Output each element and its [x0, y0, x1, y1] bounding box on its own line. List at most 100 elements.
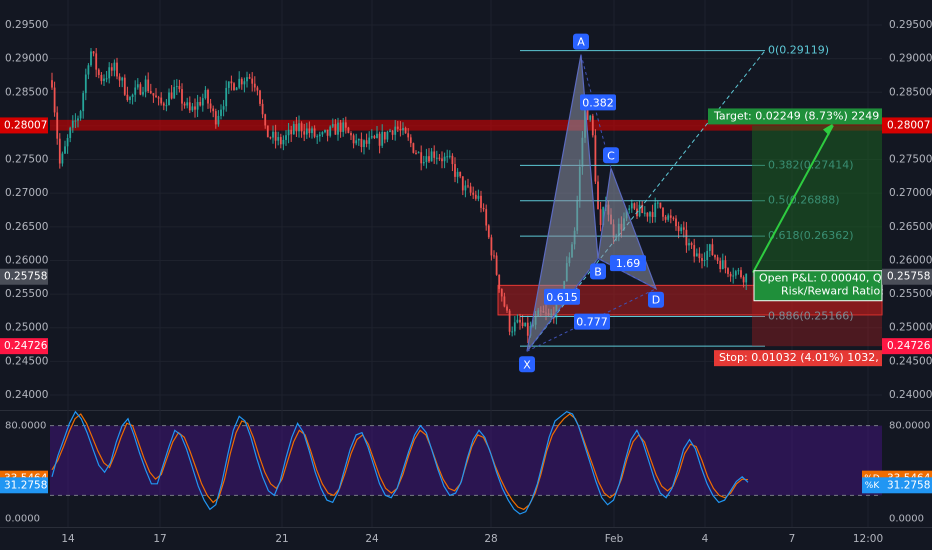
candle-body	[441, 158, 443, 162]
candle-body	[240, 78, 243, 85]
candle-body	[235, 87, 238, 91]
stop-label: Stop: 0.01032 (4.01%) 1032,	[719, 351, 879, 364]
candle-body	[594, 135, 597, 182]
candle-body	[503, 296, 506, 307]
long-position-tool[interactable]: Target: 0.02249 (8.73%) 2249 Open P&L: 0.…	[708, 108, 884, 367]
candle-body	[160, 97, 163, 104]
candle-body	[51, 80, 53, 88]
price-tick-right: 0.28500	[889, 86, 932, 98]
candle-body	[165, 105, 168, 107]
candle-body	[308, 128, 311, 134]
point-marker-b[interactable]	[590, 263, 606, 280]
candle-body	[329, 126, 332, 136]
candle-body	[311, 128, 313, 134]
candle-body	[714, 255, 716, 258]
candle-body	[456, 171, 459, 177]
stoch-tag-label: %K	[865, 481, 881, 491]
candle-body	[279, 137, 282, 145]
candle-body	[446, 156, 449, 158]
candle-body	[251, 78, 254, 84]
candle-body	[337, 122, 339, 135]
candle-body	[464, 185, 467, 191]
candle-body	[259, 90, 261, 104]
stoch-badge-right-label: 31.2758	[887, 479, 930, 491]
candle-body	[407, 133, 410, 138]
point-marker-d[interactable]	[648, 291, 664, 308]
candle-body	[69, 127, 72, 138]
candle-body	[633, 203, 636, 209]
pattern-ratio-line	[526, 258, 599, 352]
candle-body	[399, 128, 402, 131]
candle-body	[225, 87, 228, 107]
candle-body	[357, 138, 360, 141]
candle-body	[116, 62, 118, 77]
candle-body	[721, 260, 724, 270]
price-badge-left-label-lower: 0.24726	[4, 340, 48, 352]
time-tick: 21	[275, 533, 288, 545]
candle-body	[732, 275, 735, 277]
price-tick-right: 0.27000	[889, 187, 932, 199]
candle-body	[500, 288, 503, 297]
point-label-x: X	[523, 358, 531, 371]
candle-body	[53, 87, 56, 113]
price-tick-right: 0.29000	[889, 53, 932, 65]
point-marker-a[interactable]	[573, 33, 589, 50]
candle-body	[368, 137, 371, 144]
price-tick-right: 0.25000	[889, 322, 932, 334]
stop-label-box[interactable]	[714, 350, 882, 367]
candle-body	[498, 274, 501, 289]
candle-body	[282, 139, 285, 145]
candle-body	[742, 277, 745, 283]
candle-body	[129, 97, 131, 101]
candle-body	[188, 102, 191, 111]
candle-body	[121, 77, 124, 81]
candle-body	[355, 140, 358, 144]
candle-body	[58, 138, 61, 164]
candle-body	[506, 306, 508, 311]
candle-body	[191, 106, 194, 111]
stoch-badge-left-label: 31.2758	[4, 479, 47, 491]
candle-body	[246, 77, 248, 82]
point-label-a: A	[577, 36, 585, 49]
candle-body	[108, 67, 111, 79]
point-marker-x[interactable]	[519, 356, 535, 373]
candle-body	[708, 244, 711, 251]
resistance-zone[interactable]	[50, 119, 882, 131]
candle-body	[168, 92, 170, 106]
candle-body	[303, 131, 306, 135]
profit-zone[interactable]	[752, 125, 882, 277]
time-tick: 7	[789, 533, 796, 545]
candle-body	[360, 138, 363, 148]
candle-body	[233, 83, 235, 91]
price-badge-right-upper	[882, 117, 932, 134]
candle-body	[253, 83, 256, 88]
candle-body	[664, 216, 667, 220]
projection-arrow[interactable]	[752, 124, 834, 274]
price-badge-left-label-upper: 0.28007	[4, 119, 47, 131]
candle-body	[243, 81, 246, 85]
candle-body	[230, 81, 233, 84]
candle-body	[698, 253, 701, 259]
point-marker-c[interactable]	[603, 147, 619, 164]
target-label-box[interactable]	[708, 108, 882, 125]
harmonic-pattern[interactable]: X A B C D 0.382 1.69 0.615 0.777	[519, 33, 664, 373]
candle-body	[412, 143, 415, 153]
candle-body	[420, 152, 423, 164]
candle-body	[334, 124, 337, 135]
candle-body	[178, 86, 181, 90]
candle-body	[703, 260, 706, 262]
pattern-triangle-xab[interactable]	[526, 54, 599, 352]
candle-body	[305, 128, 308, 135]
pattern-ratio-badge	[610, 255, 646, 272]
candle-body	[404, 128, 407, 134]
candle-body	[287, 129, 290, 136]
candle-body	[526, 322, 529, 336]
candle-body	[451, 155, 454, 165]
candle-body	[591, 115, 594, 136]
candle-body	[105, 78, 108, 80]
candle-body	[300, 123, 303, 132]
candle-body	[183, 103, 186, 106]
open-pnl-box[interactable]	[753, 270, 883, 302]
candle-body	[373, 136, 376, 138]
